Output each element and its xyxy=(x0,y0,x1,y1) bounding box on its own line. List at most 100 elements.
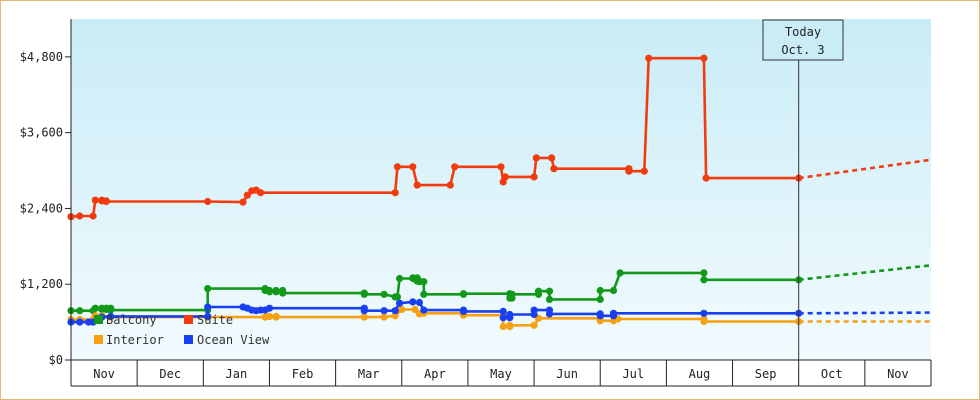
data-point-suite[interactable] xyxy=(76,212,84,220)
series-projection-suite xyxy=(798,158,932,180)
data-point-balcony[interactable] xyxy=(534,287,543,295)
data-point-ocean-view[interactable] xyxy=(380,307,388,315)
data-point-balcony[interactable] xyxy=(107,306,115,314)
data-point-balcony[interactable] xyxy=(596,295,604,303)
data-point-suite[interactable] xyxy=(239,198,247,206)
legend-label-balcony: Balcony xyxy=(106,313,157,327)
x-tick-label: Jan xyxy=(226,367,248,381)
x-tick-label: Dec xyxy=(159,367,181,381)
data-point-ocean-view[interactable] xyxy=(265,304,274,312)
data-point-ocean-view[interactable] xyxy=(609,309,618,317)
today-marker: Today Oct. 3 xyxy=(762,19,844,360)
data-point-balcony[interactable] xyxy=(279,289,287,297)
data-point-balcony[interactable] xyxy=(265,288,274,296)
data-point-ocean-view[interactable] xyxy=(204,312,212,320)
data-point-balcony[interactable] xyxy=(91,304,99,312)
data-point-interior[interactable] xyxy=(380,313,388,321)
data-point-balcony[interactable] xyxy=(700,276,708,284)
data-point-ocean-view[interactable] xyxy=(204,303,212,311)
data-point-interior[interactable] xyxy=(700,317,708,326)
data-point-suite[interactable] xyxy=(413,181,421,189)
data-point-interior[interactable] xyxy=(530,321,538,329)
data-point-suite[interactable] xyxy=(451,163,459,171)
x-tick-label: Oct xyxy=(821,367,843,381)
series-projection-balcony xyxy=(798,264,932,282)
data-point-suite[interactable] xyxy=(645,54,653,62)
data-point-ocean-view[interactable] xyxy=(506,310,514,319)
data-point-balcony[interactable] xyxy=(508,290,516,298)
data-point-ocean-view[interactable] xyxy=(396,299,404,307)
data-point-suite[interactable] xyxy=(548,154,556,162)
data-point-ocean-view[interactable] xyxy=(391,307,399,315)
data-point-ocean-view[interactable] xyxy=(107,312,115,320)
data-point-suite[interactable] xyxy=(204,197,212,206)
data-point-balcony[interactable] xyxy=(76,307,84,315)
data-point-suite[interactable] xyxy=(501,173,509,181)
data-point-balcony[interactable] xyxy=(700,269,708,277)
x-axis: Nov Dec Jan Feb Mar Apr May Jun Jul Aug Sep Oct Nov xyxy=(70,360,932,386)
data-point-balcony[interactable] xyxy=(396,274,404,283)
data-point-balcony[interactable] xyxy=(420,278,428,286)
data-point-ocean-view[interactable] xyxy=(499,307,507,315)
data-point-ocean-view[interactable] xyxy=(530,306,538,314)
data-point-suite[interactable] xyxy=(532,154,540,162)
data-point-balcony[interactable] xyxy=(420,290,428,298)
data-point-suite[interactable] xyxy=(102,197,110,206)
legend: Balcony Suite Interior Ocean View xyxy=(94,313,270,347)
data-point-ocean-view[interactable] xyxy=(545,310,554,318)
data-point-suite[interactable] xyxy=(243,191,251,199)
data-point-balcony[interactable] xyxy=(459,290,468,298)
data-point-interior[interactable] xyxy=(596,317,604,325)
data-point-ocean-view[interactable] xyxy=(360,307,368,315)
data-point-balcony[interactable] xyxy=(545,287,554,295)
data-point-suite[interactable] xyxy=(550,165,558,173)
data-point-interior[interactable] xyxy=(391,312,399,320)
data-point-suite[interactable] xyxy=(393,163,401,171)
data-point-suite[interactable] xyxy=(640,167,648,175)
data-point-ocean-view[interactable] xyxy=(409,298,417,306)
data-point-ocean-view[interactable] xyxy=(499,314,507,322)
data-point-balcony[interactable] xyxy=(204,285,212,293)
data-point-ocean-view[interactable] xyxy=(76,318,84,326)
data-point-ocean-view[interactable] xyxy=(700,309,708,317)
data-point-suite[interactable] xyxy=(391,189,399,197)
data-point-interior[interactable] xyxy=(499,322,507,331)
data-point-suite[interactable] xyxy=(702,174,710,182)
data-point-interior[interactable] xyxy=(265,312,274,320)
data-point-interior[interactable] xyxy=(360,313,368,321)
axis-lines xyxy=(70,19,931,387)
legend-swatch-interior xyxy=(94,335,103,344)
data-point-ocean-view[interactable] xyxy=(596,312,604,320)
data-point-suite[interactable] xyxy=(530,173,538,181)
data-point-interior[interactable] xyxy=(506,321,514,329)
data-point-suite[interactable] xyxy=(257,189,265,197)
data-point-balcony[interactable] xyxy=(545,295,554,303)
y-axis: $0 $1,200 $2,400 $3,600 $4,800 xyxy=(20,50,71,367)
data-point-balcony[interactable] xyxy=(380,290,388,298)
data-point-interior[interactable] xyxy=(272,313,280,321)
data-point-suite[interactable] xyxy=(497,163,505,171)
data-point-suite[interactable] xyxy=(89,212,97,220)
legend-label-ocean-view: Ocean View xyxy=(197,333,270,347)
data-point-interior[interactable] xyxy=(398,305,406,314)
y-tick-label: $3,600 xyxy=(20,126,63,140)
data-point-balcony[interactable] xyxy=(272,286,280,295)
data-point-ocean-view[interactable] xyxy=(415,298,423,307)
data-point-suite[interactable] xyxy=(625,167,633,175)
data-point-balcony[interactable] xyxy=(609,286,618,295)
data-point-suite[interactable] xyxy=(409,163,417,171)
data-point-balcony[interactable] xyxy=(393,293,401,301)
data-point-suite[interactable] xyxy=(700,54,708,62)
data-point-balcony[interactable] xyxy=(616,269,624,277)
x-tick-label: Aug xyxy=(689,367,711,381)
data-point-suite[interactable] xyxy=(91,196,99,204)
legend-label-suite: Suite xyxy=(197,313,233,327)
data-point-ocean-view[interactable] xyxy=(420,306,428,314)
today-label-line1: Today xyxy=(785,25,821,39)
data-point-ocean-view[interactable] xyxy=(459,307,468,315)
data-point-interior[interactable] xyxy=(411,305,419,314)
data-point-suite[interactable] xyxy=(446,181,454,189)
data-point-balcony[interactable] xyxy=(596,286,604,295)
data-point-balcony[interactable] xyxy=(360,290,368,298)
